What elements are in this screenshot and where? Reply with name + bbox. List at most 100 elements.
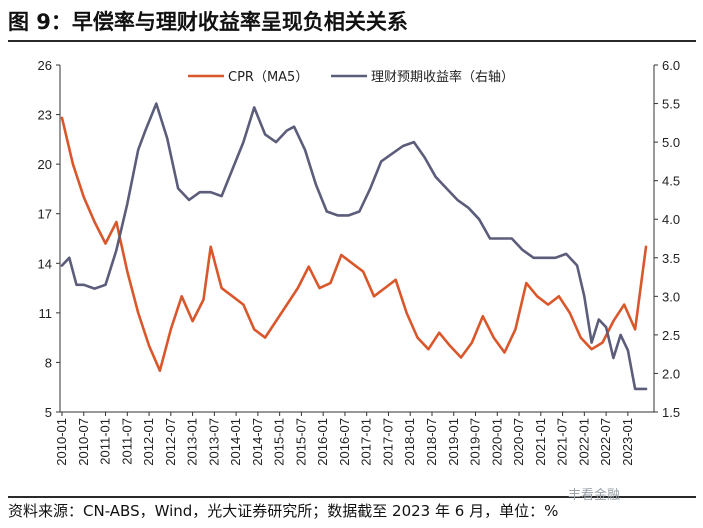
source-divider (8, 496, 696, 498)
data-point (619, 334, 622, 336)
data-point (521, 249, 524, 252)
data-point (449, 345, 451, 347)
data-point (104, 242, 107, 245)
data-point (336, 214, 339, 217)
data-point (307, 265, 310, 268)
data-point (293, 125, 295, 128)
data-point (72, 163, 74, 166)
data-point (579, 336, 582, 339)
x-tick-label: 2012-07 (163, 418, 178, 466)
data-point (565, 253, 568, 255)
data-point (82, 196, 85, 199)
y-right-tick-label: 1.5 (662, 405, 680, 420)
data-point (93, 287, 96, 290)
data-point (514, 328, 517, 331)
data-point (75, 283, 78, 286)
data-point (61, 264, 63, 267)
data-point (209, 191, 212, 194)
x-tick-label: 2015-07 (293, 418, 308, 466)
data-point (373, 295, 375, 298)
series-line (60, 116, 648, 372)
data-point (325, 210, 328, 213)
data-point (148, 345, 151, 347)
data-point (627, 349, 629, 352)
data-point (286, 129, 288, 132)
x-tick-label: 2020-01 (489, 418, 504, 466)
data-point (296, 287, 299, 289)
x-tick-label: 2011-01 (98, 418, 113, 465)
data-point (380, 160, 383, 163)
data-point (445, 187, 448, 190)
data-point (601, 341, 604, 344)
y-right-tick-label: 3.5 (662, 251, 680, 266)
data-point (286, 303, 288, 306)
chart-title: 图 9：早偿率与理财收益率呈现负相关关系 (8, 10, 408, 34)
data-point (612, 357, 615, 359)
data-point (383, 287, 386, 289)
data-point (510, 237, 513, 240)
data-point (93, 221, 96, 223)
chart-legend: CPR（MA5） 理财预期收益率（右轴） (188, 69, 514, 85)
data-point (590, 348, 593, 351)
data-point (242, 303, 245, 306)
data-point (351, 262, 354, 265)
data-point (645, 245, 647, 248)
x-tick-label: 2023-01 (620, 418, 635, 466)
watermark: 丰看金融 (568, 488, 621, 503)
chart-series (60, 102, 648, 391)
data-point (191, 320, 194, 322)
data-point (159, 369, 161, 372)
data-point (137, 312, 140, 314)
data-point (253, 328, 256, 331)
x-tick-label: 2022-01 (576, 418, 591, 466)
data-point (413, 141, 415, 144)
data-point (394, 278, 397, 281)
x-tick-label: 2021-01 (533, 418, 548, 466)
data-point (82, 283, 85, 286)
data-point (536, 295, 539, 298)
data-point (340, 254, 343, 256)
data-point (169, 328, 172, 331)
data-point (554, 256, 557, 259)
y-right-tick-label: 2.5 (662, 328, 680, 343)
x-tick-label: 2012-01 (141, 418, 156, 466)
data-point (500, 237, 502, 240)
y-right-tick-label: 6.0 (662, 58, 680, 73)
data-point (576, 264, 578, 267)
chart-axes: 5 8 11 14 17 20 23 26 1.5 2.0 2.5 3.0 3.5 4.0 4.5 5.0 5.… (38, 58, 681, 466)
data-point (471, 341, 473, 344)
data-point (369, 187, 372, 190)
data-point (155, 102, 158, 105)
x-tick-label: 2019-07 (468, 418, 483, 466)
data-point (427, 348, 430, 351)
data-point (558, 295, 560, 298)
data-point (264, 133, 266, 136)
data-point (416, 336, 419, 339)
data-point (180, 295, 183, 298)
data-point (115, 221, 118, 223)
data-point (423, 156, 426, 159)
x-tick-label: 2019-01 (446, 418, 461, 466)
y-right-tick-label: 2.0 (662, 366, 680, 381)
data-point (329, 282, 332, 284)
data-point (264, 336, 266, 339)
data-point (489, 237, 491, 240)
data-point (434, 175, 437, 178)
data-point (391, 152, 393, 155)
y-left-tick-label: 8 (45, 355, 52, 370)
x-tick-label: 2015-01 (272, 418, 287, 466)
y-right-tick-label: 5.5 (662, 97, 680, 112)
data-point (456, 199, 459, 201)
title-divider (8, 40, 696, 42)
x-tick-label: 2017-07 (380, 418, 395, 466)
y-right-tick-label: 5.0 (662, 135, 680, 150)
x-tick-label: 2014-07 (250, 418, 265, 466)
data-point (126, 270, 129, 273)
series-yield (60, 102, 648, 391)
data-point (198, 191, 201, 194)
x-tick-label: 2018-01 (402, 418, 417, 466)
data-point (242, 141, 245, 144)
data-point (478, 218, 480, 221)
x-tick-label: 2022-07 (598, 418, 613, 466)
x-tick-label: 2021-07 (555, 418, 570, 466)
